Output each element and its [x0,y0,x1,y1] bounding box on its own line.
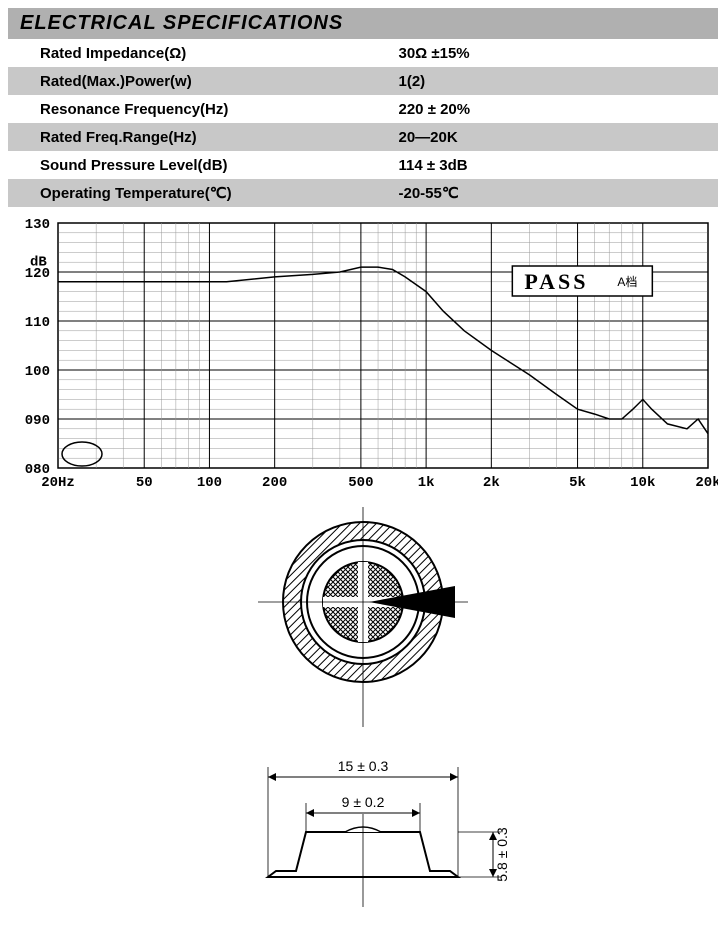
svg-text:100: 100 [25,364,50,380]
svg-text:20k: 20k [695,475,718,491]
spec-label: Rated Freq.Range(Hz) [8,123,399,151]
svg-text:A档: A档 [617,275,637,289]
svg-text:130: 130 [25,217,50,233]
svg-text:dB: dB [30,255,47,271]
specs-table: Rated Impedance(Ω)30Ω ±15%Rated(Max.)Pow… [8,39,718,207]
frequency-response-chart: 080090100110120130dB20Hz501002005001k2k5… [8,215,718,495]
spec-value: 114 ± 3dB [399,151,719,179]
spec-label: Rated(Max.)Power(w) [8,67,399,95]
svg-text:100: 100 [197,475,222,491]
svg-text:110: 110 [25,315,50,331]
svg-text:20Hz: 20Hz [41,475,75,491]
spec-label: Sound Pressure Level(dB) [8,151,399,179]
svg-text:5k: 5k [569,475,586,491]
svg-text:500: 500 [348,475,373,491]
svg-text:5.8 ± 0.3: 5.8 ± 0.3 [494,827,510,882]
spec-label: Operating Temperature(℃) [8,179,399,207]
svg-text:200: 200 [262,475,287,491]
svg-text:10k: 10k [630,475,655,491]
spec-row: Rated(Max.)Power(w)1(2) [8,67,718,95]
spec-row: Sound Pressure Level(dB)114 ± 3dB [8,151,718,179]
section-header: ELECTRICAL SPECIFICATIONS [8,8,718,39]
spec-value: -20-55℃ [399,179,719,207]
mechanical-diagram: 15 ± 0.3 9 ± 0.2 5.8 ± 0.3 [8,507,718,927]
spec-value: 30Ω ±15% [399,39,719,67]
spec-row: Resonance Frequency(Hz)220 ± 20% [8,95,718,123]
svg-text:15 ± 0.3: 15 ± 0.3 [338,758,389,774]
spec-value: 20—20K [399,123,719,151]
svg-text:1k: 1k [418,475,435,491]
spec-value: 1(2) [399,67,719,95]
svg-text:PASS: PASS [524,269,588,294]
spec-row: Rated Freq.Range(Hz)20—20K [8,123,718,151]
spec-label: Rated Impedance(Ω) [8,39,399,67]
spec-label: Resonance Frequency(Hz) [8,95,399,123]
svg-text:50: 50 [136,475,153,491]
svg-text:2k: 2k [483,475,500,491]
svg-text:090: 090 [25,413,50,429]
spec-row: Operating Temperature(℃)-20-55℃ [8,179,718,207]
svg-text:9 ± 0.2: 9 ± 0.2 [342,794,385,810]
spec-value: 220 ± 20% [399,95,719,123]
spec-row: Rated Impedance(Ω)30Ω ±15% [8,39,718,67]
